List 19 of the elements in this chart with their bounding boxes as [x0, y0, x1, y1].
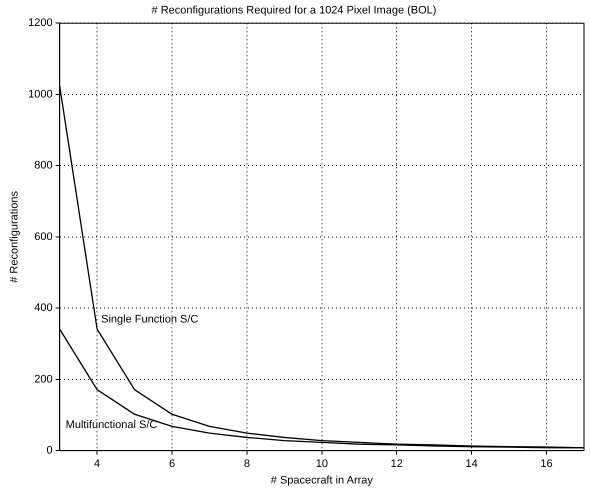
x-tick-label: 4 — [94, 458, 100, 470]
series-label: Single Function S/C — [101, 314, 198, 326]
y-tick-label: 400 — [34, 302, 53, 314]
y-tick-label: 200 — [34, 373, 53, 386]
x-tick-label: 12 — [390, 458, 403, 470]
y-tick-label: 800 — [34, 160, 53, 172]
x-axis-title: # Spacecraft in Array — [270, 474, 374, 486]
x-tick-label: 10 — [316, 458, 328, 470]
x-tick-label: 14 — [466, 458, 478, 470]
series-label: Multifunctional S/C — [66, 419, 158, 432]
y-tick-label: 0 — [46, 444, 53, 457]
y-axis-title: # Reconfigurations — [8, 190, 21, 283]
y-tick-label: 1200 — [28, 17, 53, 30]
y-tick-label: 600 — [34, 230, 53, 243]
x-tick-label: 8 — [244, 458, 250, 470]
x-tick-label: 16 — [540, 458, 553, 470]
chart-title: # Reconfigurations Required for a 1024 Pixel Image (BOL) — [152, 4, 436, 17]
x-tick-label: 6 — [168, 458, 176, 470]
y-tick-label: 1000 — [28, 88, 53, 100]
